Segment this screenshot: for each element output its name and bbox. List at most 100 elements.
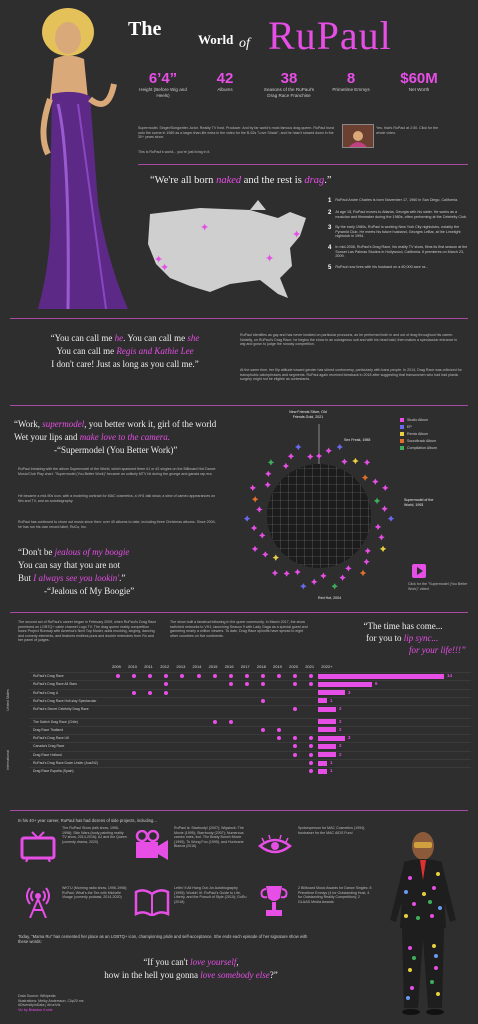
side-film-text: RuPaul is: Starbooty! (2007); Wigstock: … (174, 826, 244, 849)
season-dot (244, 682, 249, 687)
tv-text-2: The show built a fanatical following in … (170, 620, 308, 638)
show-row (29, 717, 471, 727)
footer: Data Source: Wikipedia Illustrations: Me… (18, 994, 84, 1012)
year-label: 2012 (160, 664, 170, 669)
album-marker (345, 565, 352, 572)
album-marker (283, 570, 290, 577)
year-label: 2019 (273, 664, 282, 669)
lipstick-icon (257, 830, 293, 862)
year-label: 2018 (256, 664, 266, 669)
season-total-bar (318, 735, 345, 741)
season-total-label: 2 (339, 706, 342, 712)
season-dot (277, 727, 281, 732)
tv-icon (20, 830, 56, 863)
season-total-label: 14 (447, 673, 453, 678)
season-total-bar (318, 681, 372, 687)
video-note[interactable]: Yes, that's RuPaul at 2:50. Click for th… (376, 126, 439, 135)
album-marker (259, 532, 266, 539)
disco-label-new-friends: New Friends Silver, Old Friends Gold, 20… (289, 410, 327, 419)
video-play-icon[interactable] (412, 564, 426, 578)
season-dot (132, 674, 137, 678)
map-star-1: ✦ (154, 254, 164, 266)
album-marker (282, 462, 290, 470)
season-dot (148, 690, 153, 695)
season-total-bar (318, 743, 336, 749)
show-label: Drag Race Thailand (33, 727, 64, 732)
season-total-label: 1 (330, 760, 333, 765)
intro-paragraph: Supermodel. Singer/Songwriter. Actor. Re… (138, 126, 335, 140)
season-total-bar (318, 727, 336, 733)
season-dot (309, 761, 314, 765)
album-marker (249, 484, 256, 492)
album-marker (352, 457, 359, 465)
side-book-text: Lettin' It All Hang Out: An Autobiograph… (174, 886, 247, 904)
season-total-bar (318, 673, 444, 679)
season-total-label: 2 (339, 726, 342, 732)
album-marker (307, 453, 314, 460)
season-dot (228, 719, 233, 724)
legend-soundtrack-swatch (400, 439, 404, 443)
video-thumbnail[interactable] (342, 124, 374, 148)
show-row (29, 759, 471, 768)
album-marker (374, 523, 382, 531)
legend-soundtrack: Soundtrack Album (407, 439, 437, 443)
season-total-label: 1 (330, 697, 333, 703)
show-label: Drag Race Holland (33, 752, 62, 757)
album-marker (382, 484, 389, 492)
album-marker (364, 547, 371, 555)
season-dot (309, 682, 314, 687)
album-marker (331, 583, 338, 590)
map-star-5: ✦ (292, 229, 302, 241)
album-marker (294, 568, 301, 576)
season-dot (228, 674, 233, 678)
suit-illustration (384, 828, 462, 1016)
video-link[interactable]: Click for the "Supermodel (You Better Wo… (408, 582, 468, 591)
show-label: RuPaul's Drag Race Down Under (Aus/NZ) (33, 761, 98, 765)
season-dot (148, 674, 153, 678)
season-dot (212, 674, 217, 678)
stat-height: 6’4” Height (Before Wig and Heels) (139, 70, 187, 98)
year-label: 2020 (289, 664, 298, 669)
legend-ep-swatch (400, 425, 404, 429)
divider (10, 405, 468, 406)
pronouns-text-1: RuPaul identifies as gay and has never i… (240, 333, 458, 347)
stat-networth: $60M Net Worth (400, 70, 438, 92)
season-dot (260, 674, 265, 678)
quote-jealous: “Don't be jealous of my boogie You can s… (18, 547, 135, 596)
year-label: 2016 (224, 664, 234, 669)
show-label: RuPaul's Secret Celebrity Drag Race (33, 707, 89, 712)
season-dot (293, 736, 298, 741)
show-label: RuPaul's Drag U (33, 690, 59, 695)
album-marker (339, 574, 346, 581)
season-dot (260, 698, 265, 703)
season-dot (244, 674, 249, 678)
map-star-2: ✦ (160, 262, 170, 274)
show-row (29, 742, 471, 751)
season-total-bar (318, 698, 327, 704)
show-label: Drag Race España (Spain) (33, 769, 74, 774)
album-marker (300, 583, 307, 590)
legend-remix: Remix Album (407, 432, 429, 436)
show-row (29, 696, 471, 706)
divider (10, 318, 468, 319)
album-marker (387, 515, 395, 522)
season-dot (164, 674, 169, 678)
intro-tagline: This is RuPaul's world... you're just li… (138, 150, 211, 154)
side-awards-text: 2 Billboard Music Awards for Dance Singl… (298, 886, 372, 904)
map-star-4: ✦ (265, 253, 275, 265)
season-total-label: 1 (330, 768, 333, 774)
album-marker (287, 453, 295, 460)
pronouns-text-2: At the same time, her flip attitude towa… (240, 368, 462, 382)
album-marker (341, 458, 348, 465)
season-total-label: 3 (348, 735, 351, 741)
side-tv-text: The RuPaul Show (talk show, 1996-1998); … (62, 826, 127, 844)
season-total-label: 2 (339, 718, 342, 724)
album-marker (251, 545, 259, 553)
year-label: 2022+ (321, 664, 333, 669)
show-label: Canada's Drag Race (33, 744, 65, 749)
show-row (29, 705, 471, 714)
group-label-intl: International (6, 750, 10, 770)
album-marker (325, 447, 332, 454)
music-text-1: RuPaul breaking with the album Supermode… (18, 467, 216, 476)
show-label: The Switch Drag Race (Chile) (33, 719, 78, 724)
